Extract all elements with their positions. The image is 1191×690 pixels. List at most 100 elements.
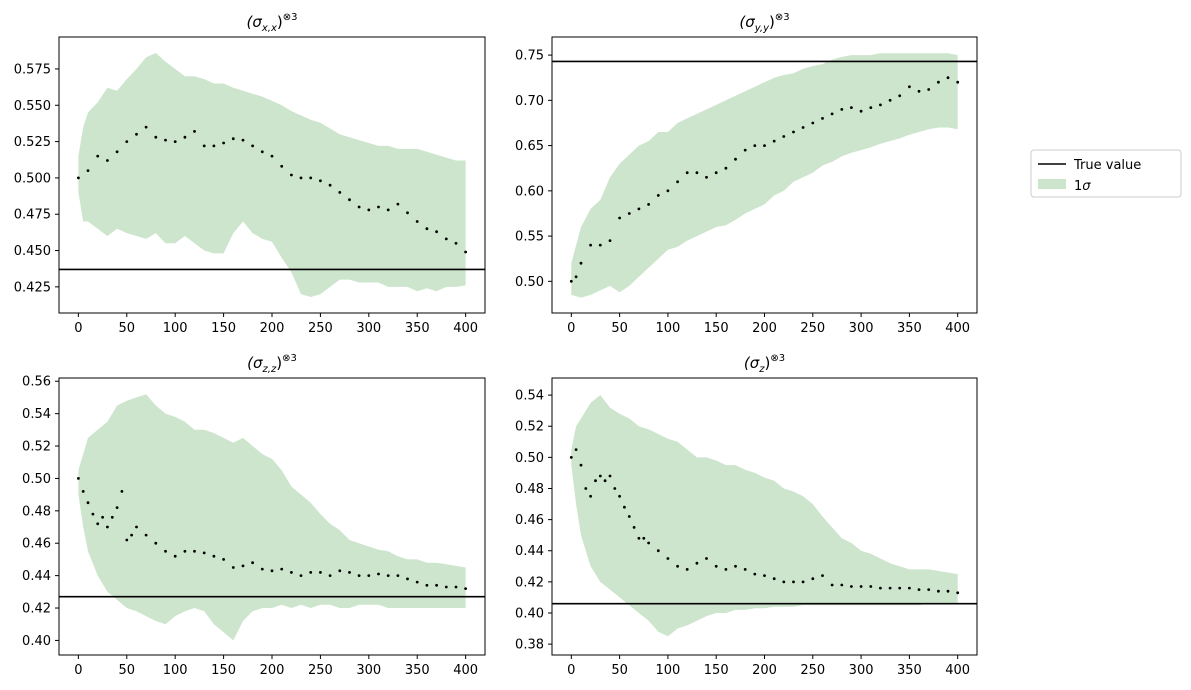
sigma-zz-data-point (280, 567, 284, 571)
sigma-yy-data-point (763, 144, 766, 148)
sigma-xx-data-point (309, 176, 313, 180)
sigma-yy-x-tick-label: 250 (800, 321, 825, 336)
sigma-zz-data-point (115, 506, 119, 509)
sigma-xx-data-point (241, 138, 245, 142)
sigma-xx-data-point (154, 135, 158, 139)
sigma-yy-y-tick-label: 0.55 (515, 230, 544, 245)
sigma-z-data-point (618, 494, 621, 498)
sigma-xx-data-point (367, 208, 371, 212)
sigma-xx-data-point (290, 173, 293, 177)
sigma-yy-data-point (574, 275, 578, 279)
sigma-z-data-point (637, 536, 641, 540)
sigma-z-data-point (772, 577, 776, 581)
sigma-z-x-tick-label: 250 (800, 663, 825, 678)
sigma-zz-x-tick-label: 200 (260, 663, 285, 678)
sigma-yy-data-point (782, 135, 786, 138)
panel-sigma-zz: 0 50 100 150 200 250 300 350 400 0.40 0.42 0.44 0.46… (22, 353, 486, 678)
sigma-xx-data-point (280, 164, 284, 168)
sigma-xx-data-point (183, 135, 187, 139)
sigma-yy-x-tick-label: 100 (655, 321, 680, 336)
sigma-yy-x-tick-label: 400 (945, 321, 970, 336)
sigma-z-data-point (705, 557, 708, 560)
sigma-yy-y-tick-label: 0.75 (515, 49, 544, 64)
sigma-z-data-point (782, 580, 786, 584)
sigma-z-data-point (898, 586, 902, 590)
sigma-xx-data-point (115, 150, 119, 154)
sigma-yy-data-point (898, 94, 902, 98)
sigma-zz-data-point (270, 569, 274, 573)
sigma-xx-x-tick-label: 50 (118, 321, 135, 336)
sigma-z-data-point (598, 474, 602, 478)
sigma-yy-data-point (830, 112, 834, 116)
sigma-z-data-point (574, 448, 578, 451)
sigma-yy-y-tick-label: 0.60 (515, 184, 544, 199)
sigma-zz-data-point (309, 571, 313, 574)
sigma-xx-data-point (222, 141, 226, 145)
sigma-z-data-point (589, 494, 592, 498)
sigma-zz-y-tick-label: 0.52 (22, 440, 51, 455)
sigma-xx-data-point (251, 144, 255, 148)
sigma-yy-data-point (859, 109, 863, 113)
sigma-xx-data-point (328, 183, 332, 187)
sigma-zz-data-point (454, 585, 458, 589)
sigma-z-data-point (801, 580, 805, 584)
sigma-xx-x-tick-label: 350 (405, 321, 430, 336)
sigma-zz-data-point (319, 571, 322, 574)
sigma-zz-data-point (130, 533, 134, 537)
sigma-yy-data-point (908, 85, 911, 89)
sigma-zz-y-tick-label: 0.46 (22, 537, 51, 552)
sigma-xx-data-point (260, 150, 264, 154)
sigma-xx-plot-area (59, 53, 485, 297)
sigma-z-data-point (647, 541, 650, 545)
sigma-xx-data-point (338, 191, 342, 194)
sigma-z-plot-area (552, 395, 977, 637)
sigma-yy-sigma-band (571, 53, 958, 298)
sigma-yy-data-point (656, 194, 660, 197)
sigma-z-x-tick-label: 300 (849, 663, 874, 678)
sigma-z-data-point (743, 568, 747, 571)
sigma-z-sigma-band (571, 395, 958, 637)
sigma-xx-data-point (319, 179, 322, 183)
sigma-xx-x-tick-label: 400 (453, 321, 478, 336)
sigma-zz-data-point (106, 525, 109, 529)
sigma-xx-data-point (144, 125, 148, 129)
sigma-yy-data-point (917, 89, 921, 93)
sigma-z-y-tick-label: 0.38 (515, 638, 544, 653)
sigma-zz-data-point (110, 515, 114, 519)
sigma-yy-data-point (888, 98, 892, 102)
sigma-zz-data-point (86, 501, 90, 505)
sigma-xx-data-point (454, 241, 458, 245)
sigma-z-data-point (623, 505, 626, 509)
sigma-zz-data-point (231, 566, 235, 569)
sigma-yy-x-tick-label: 150 (704, 321, 729, 336)
sigma-z-data-point (695, 561, 699, 565)
sigma-xx-x-tick-label: 250 (308, 321, 333, 336)
sigma-xx-y-tick-label: 0.425 (14, 280, 51, 295)
sigma-yy-x-tick-label: 50 (611, 321, 628, 336)
sigma-zz-x-tick-label: 300 (356, 663, 381, 678)
sigma-zz-data-point (77, 477, 80, 480)
sigma-zz-data-point (183, 549, 187, 553)
sigma-z-data-point (830, 583, 834, 587)
legend-band-number: 1 (1074, 179, 1082, 194)
sigma-z-data-point (879, 586, 882, 590)
sigma-z-y-tick-label: 0.40 (515, 606, 544, 621)
sigma-yy-data-point (753, 144, 757, 148)
sigma-zz-data-point (299, 574, 303, 577)
sigma-z-y-tick-label: 0.48 (515, 482, 544, 497)
sigma-zz-data-point (101, 515, 104, 519)
sigma-z-data-point (608, 474, 612, 478)
sigma-z-data-point (888, 586, 892, 590)
panel-sigma-xx: 0 50 100 150 200 250 300 350 400 0.425 0.450 0.475 0… (14, 12, 486, 336)
sigma-xx-y-tick-label: 0.475 (14, 208, 51, 223)
sigma-z-x-tick-label: 150 (704, 663, 729, 678)
sigma-zz-data-point (154, 541, 158, 545)
sigma-xx-data-point (173, 140, 177, 144)
sigma-zz-data-point (377, 572, 380, 576)
sigma-zz-x-tick-label: 350 (405, 663, 430, 678)
sigma-yy-data-point (608, 239, 612, 243)
sigma-zz-y-tick-label: 0.50 (22, 472, 51, 487)
sigma-zz-plot-area (59, 394, 485, 641)
sigma-zz-data-point (212, 554, 216, 558)
sigma-yy-data-point (850, 106, 853, 109)
